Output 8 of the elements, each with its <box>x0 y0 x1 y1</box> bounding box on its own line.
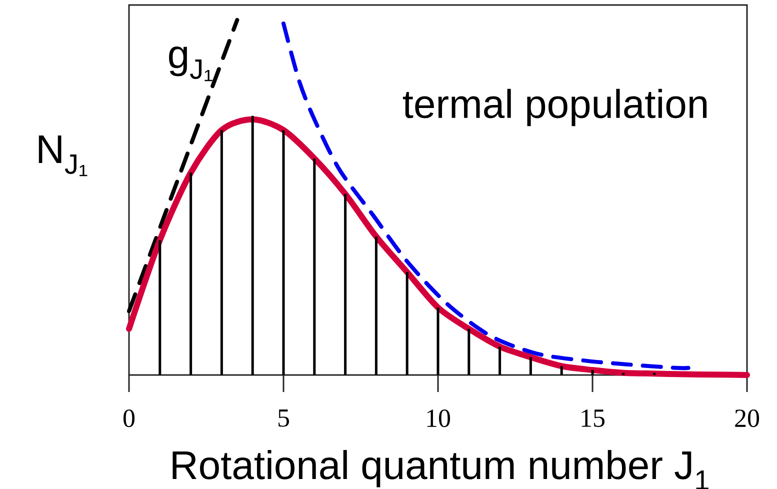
x-tick-label: 10 <box>427 410 450 428</box>
y-axis-title: N$_{J₁}$ <box>38 135 88 176</box>
x-tick-label: 5 <box>278 410 289 427</box>
annotation: termal population <box>402 88 707 126</box>
x-tick-label: 20 <box>735 410 760 428</box>
series-label: g$_{J₁}$ <box>169 46 212 82</box>
x-tick-label: 15 <box>582 410 604 427</box>
x-tick-label: 0 <box>123 410 135 428</box>
